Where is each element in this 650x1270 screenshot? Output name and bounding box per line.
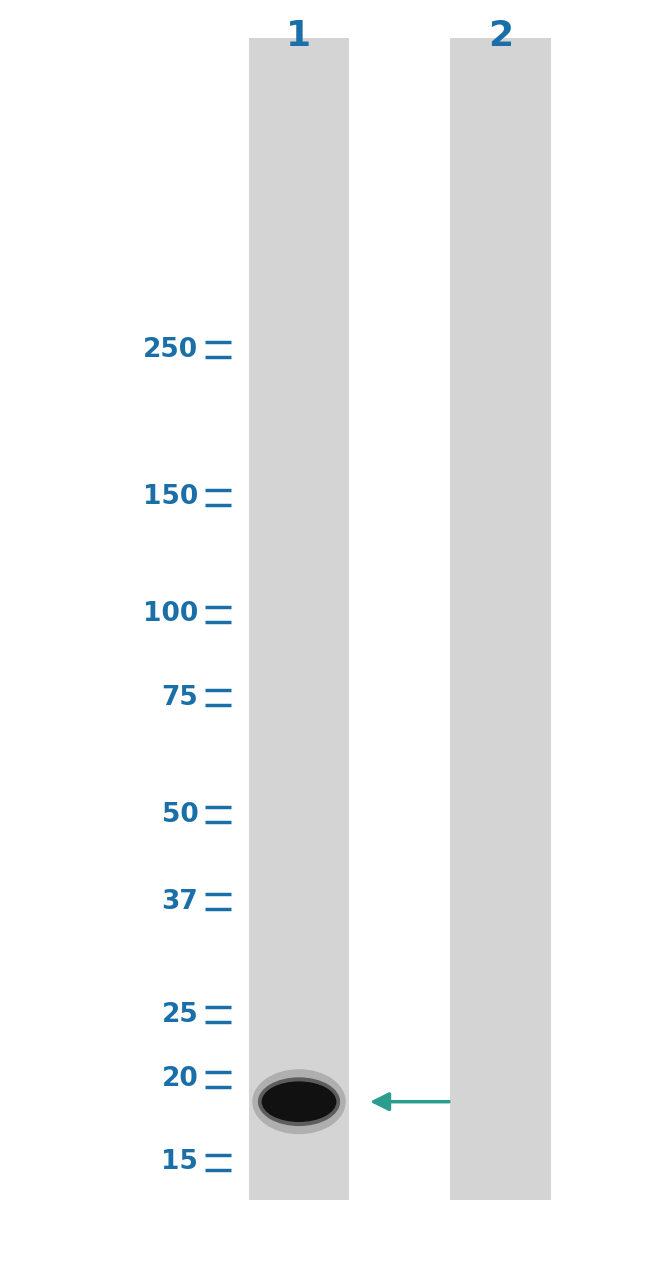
Text: 75: 75 [161,685,198,710]
Text: 150: 150 [143,484,198,511]
Ellipse shape [261,1081,337,1121]
Text: 2: 2 [488,19,513,52]
Text: 250: 250 [143,337,198,363]
Text: 15: 15 [161,1149,198,1175]
Text: 1: 1 [287,19,311,52]
Ellipse shape [258,1077,340,1126]
Text: 100: 100 [143,602,198,627]
Text: 50: 50 [161,801,198,828]
Text: 37: 37 [161,889,198,914]
Ellipse shape [252,1069,346,1134]
Bar [248,38,350,1200]
Text: 20: 20 [161,1067,198,1092]
Text: 25: 25 [161,1002,198,1027]
Bar [450,38,551,1200]
